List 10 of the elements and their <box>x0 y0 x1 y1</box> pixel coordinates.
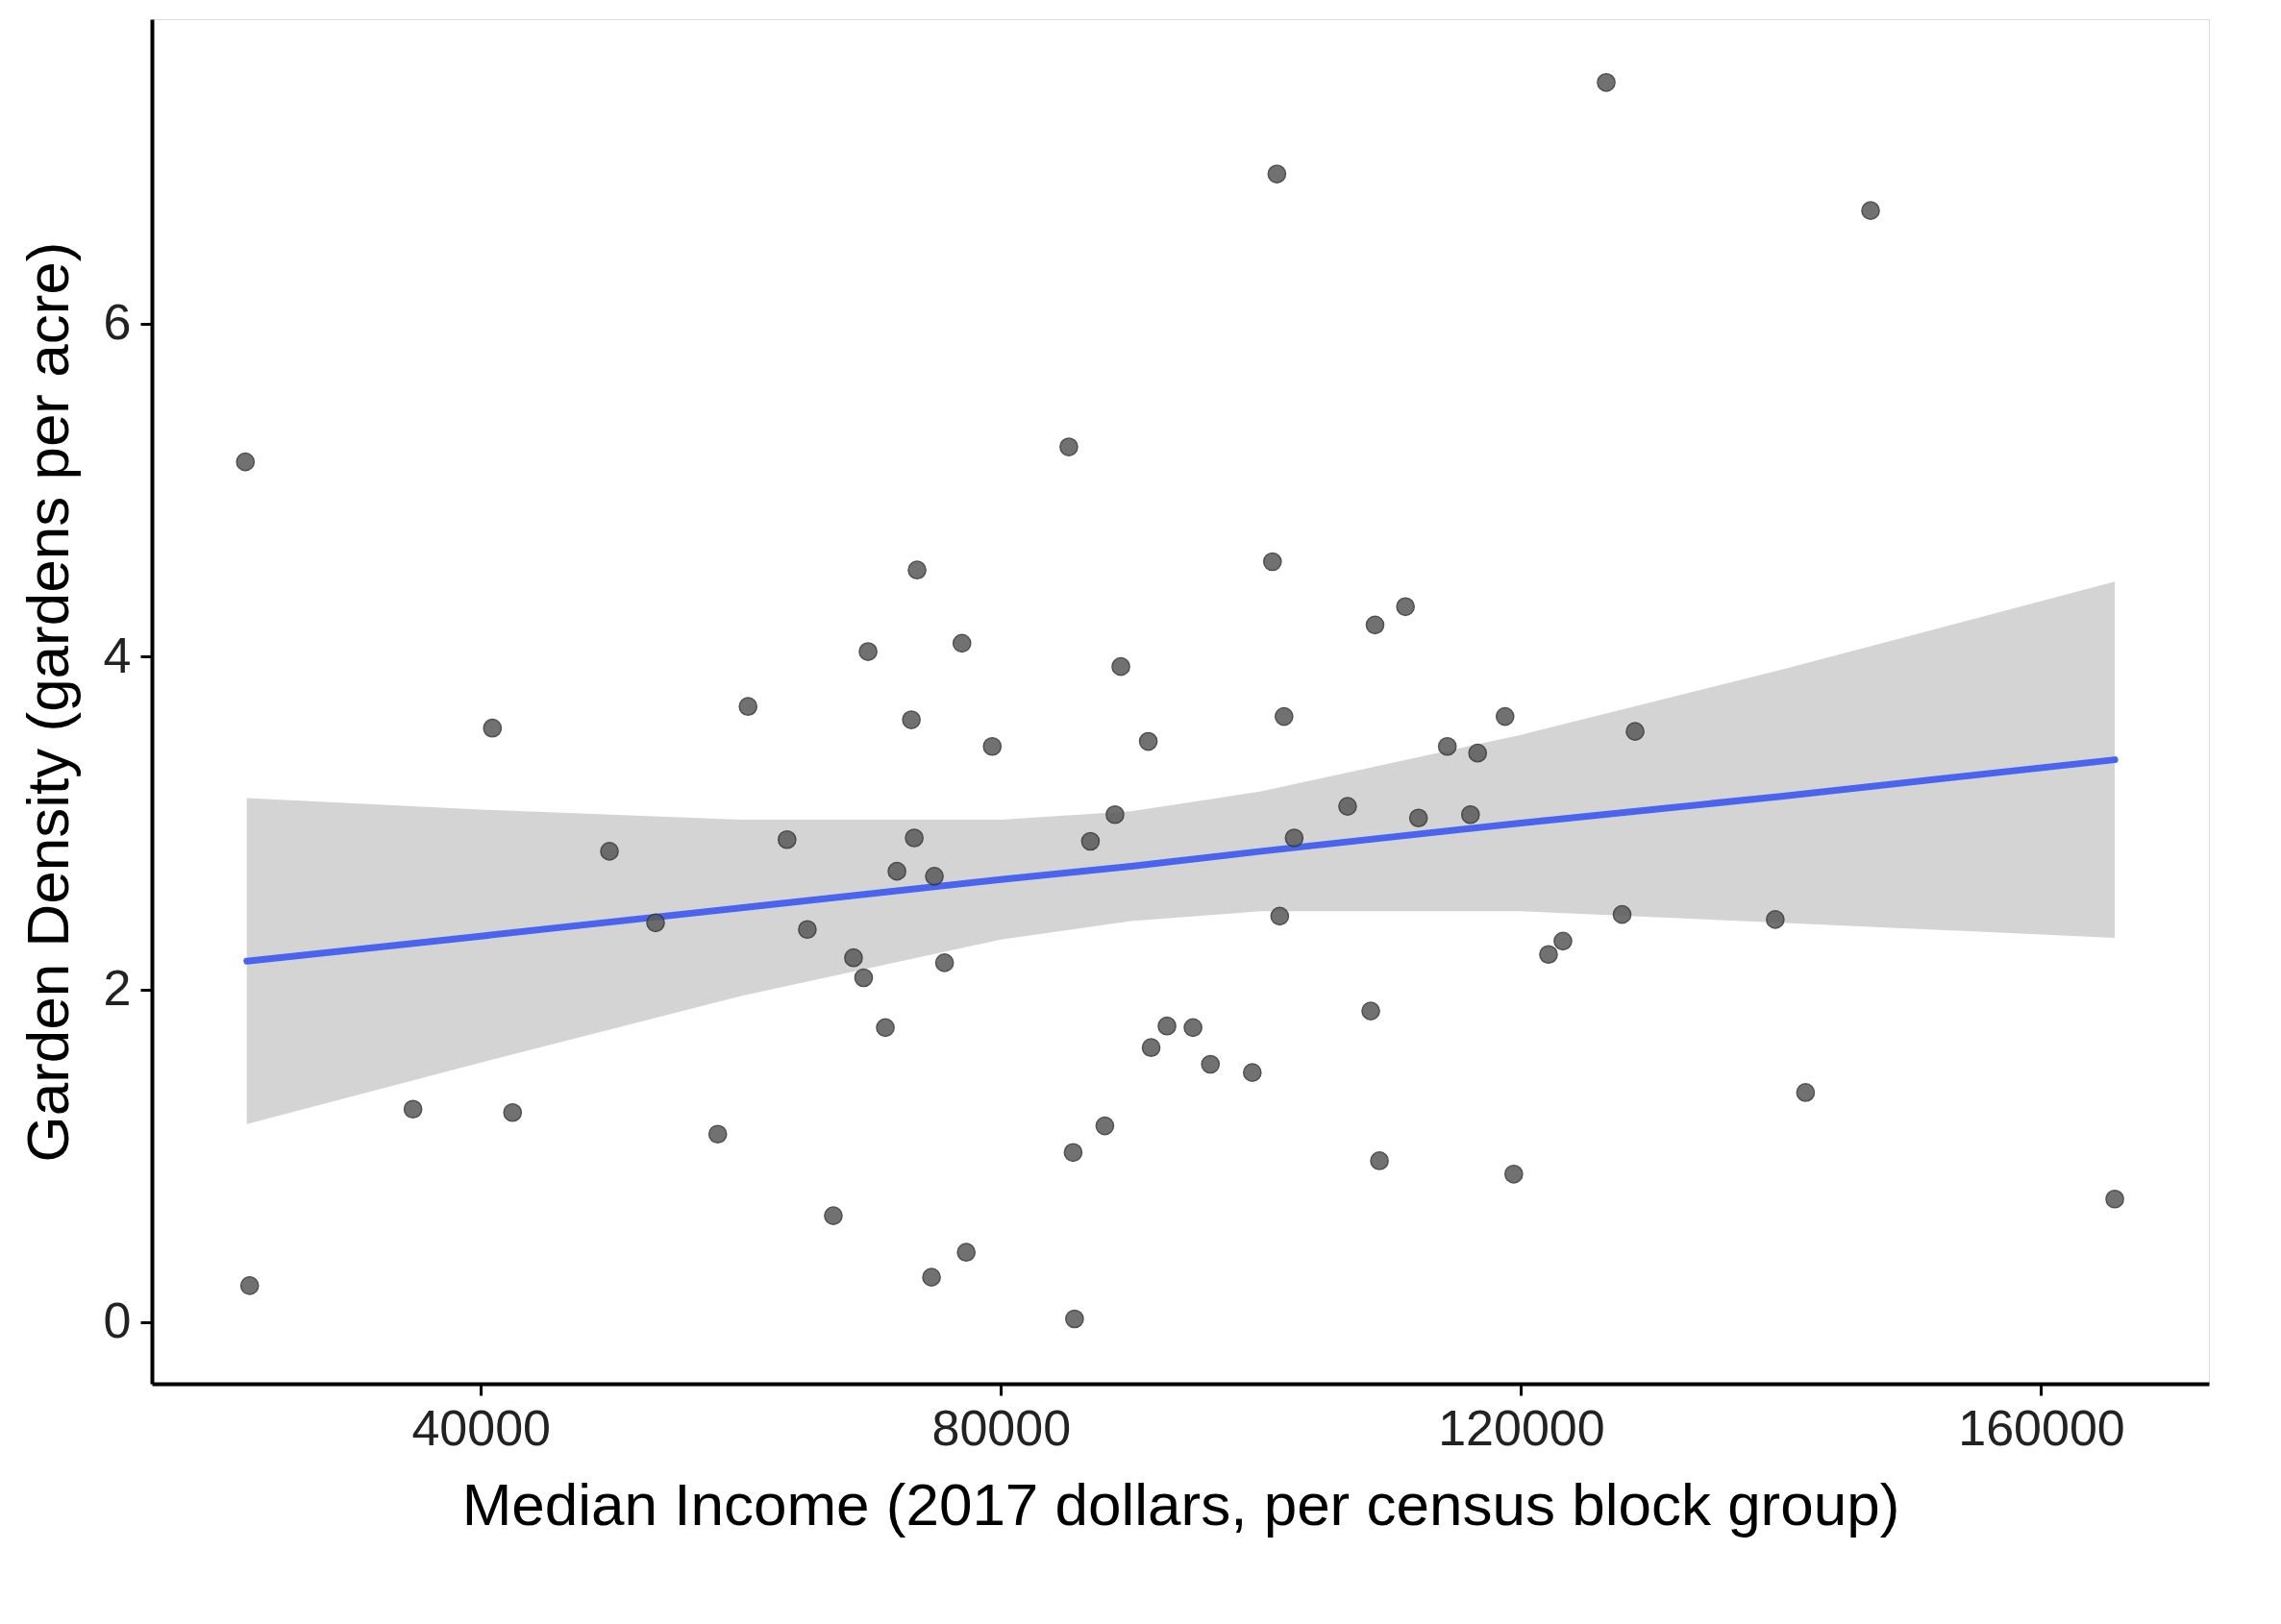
x-tick-label: 80000 <box>931 1399 1072 1456</box>
y-tick-label: 6 <box>103 294 132 351</box>
y-tick-label: 4 <box>103 627 132 683</box>
x-axis-title: Median Income (2017 dollars, per census block group) <box>461 1470 1900 1538</box>
y-axis-title: Garden Density (gardens per acre) <box>13 241 81 1163</box>
x-tick-label: 120000 <box>1438 1399 1605 1456</box>
x-tick-label: 160000 <box>1958 1399 2125 1456</box>
x-tick-label: 40000 <box>411 1399 552 1456</box>
y-tick-label: 2 <box>103 960 132 1017</box>
y-tick-label: 0 <box>103 1292 132 1349</box>
